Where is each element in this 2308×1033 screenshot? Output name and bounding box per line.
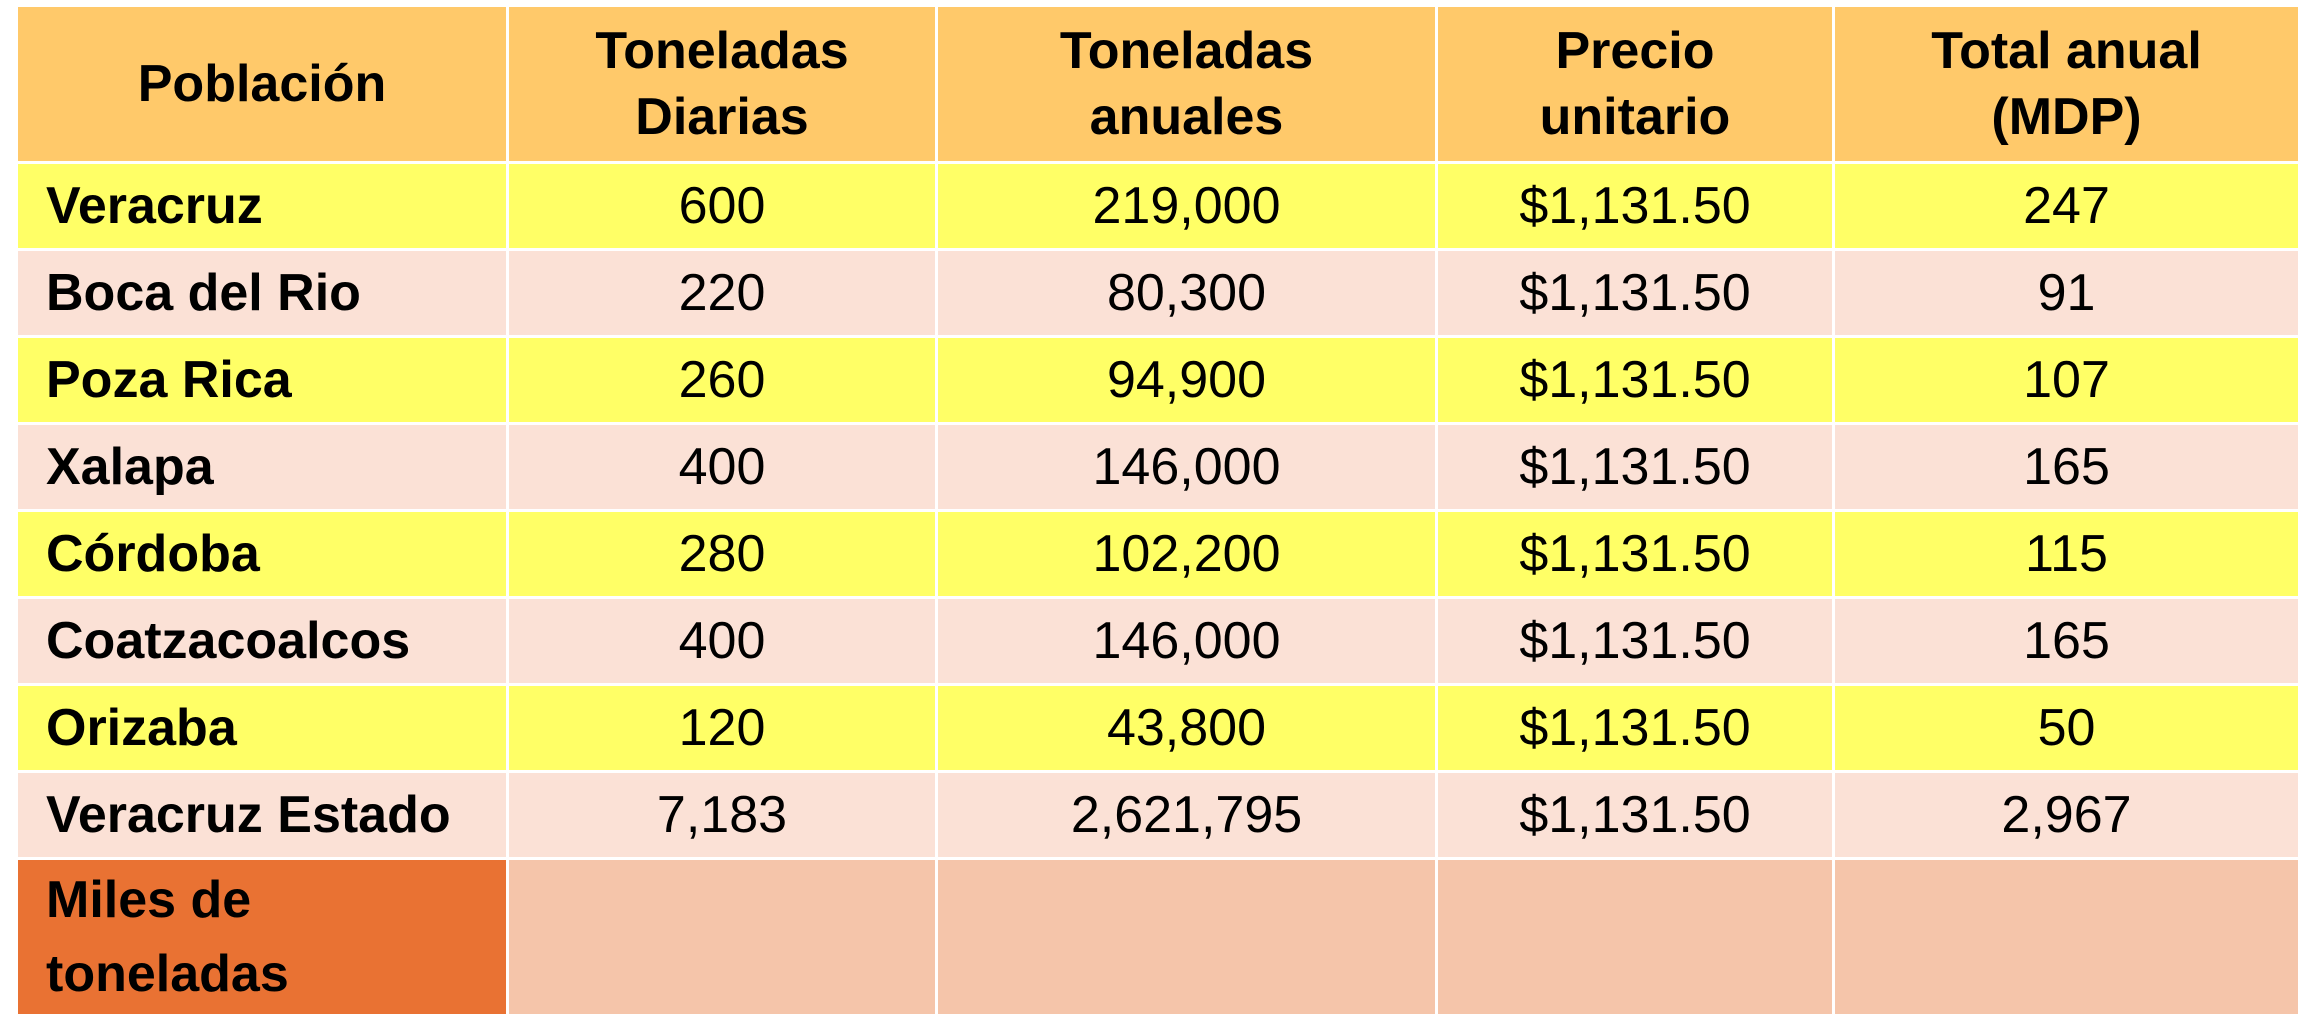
header-line: Total anual: [1931, 22, 2202, 80]
cell-total-anual: 91: [1832, 248, 2301, 338]
header-line: (MDP): [1991, 88, 2142, 146]
cell-total-anual: 165: [1832, 422, 2301, 512]
tonnage-table: Población Toneladas Diarias Toneladas anuale…: [15, 4, 2301, 1017]
header-line: Población: [137, 55, 387, 113]
cell-total-anual: 165: [1832, 596, 2301, 686]
table-row: Boca del Rio 220 80,300 $1,131.50 91: [15, 248, 2301, 338]
cell-poblacion: Coatzacoalcos: [15, 596, 509, 686]
cell-poblacion: Orizaba: [15, 683, 509, 773]
cell-toneladas-diarias: 260: [506, 335, 938, 425]
cell-toneladas-anuales: 43,800: [935, 683, 1438, 773]
footer-empty-cell: [1435, 857, 1835, 1017]
cell-total-anual: 247: [1832, 161, 2301, 251]
cell-precio-unitario: $1,131.50: [1435, 335, 1835, 425]
table-row: Orizaba 120 43,800 $1,131.50 50: [15, 683, 2301, 773]
cell-precio-unitario: $1,131.50: [1435, 248, 1835, 338]
footer-empty-cell: [1832, 857, 2301, 1017]
header-line: unitario: [1539, 88, 1731, 146]
header-line: Toneladas: [1059, 22, 1314, 80]
footer-empty-cell: [506, 857, 938, 1017]
footer-label-miles-de-toneladas: Miles de toneladas: [15, 857, 509, 1017]
cell-precio-unitario: $1,131.50: [1435, 770, 1835, 860]
cell-poblacion: Córdoba: [15, 509, 509, 599]
cell-toneladas-diarias: 400: [506, 596, 938, 686]
cell-toneladas-diarias: 400: [506, 422, 938, 512]
cell-total-anual: 107: [1832, 335, 2301, 425]
cell-toneladas-diarias: 280: [506, 509, 938, 599]
cell-toneladas-anuales: 2,621,795: [935, 770, 1438, 860]
cell-toneladas-diarias: 7,183: [506, 770, 938, 860]
footer-label-line: toneladas: [46, 945, 289, 1003]
table-row: Veracruz Estado 7,183 2,621,795 $1,131.50 2,…: [15, 770, 2301, 860]
cell-precio-unitario: $1,131.50: [1435, 683, 1835, 773]
cell-toneladas-anuales: 146,000: [935, 422, 1438, 512]
footer-empty-cell: [935, 857, 1438, 1017]
cell-total-anual: 115: [1832, 509, 2301, 599]
cell-poblacion: Poza Rica: [15, 335, 509, 425]
cell-precio-unitario: $1,131.50: [1435, 161, 1835, 251]
cell-toneladas-anuales: 146,000: [935, 596, 1438, 686]
cell-toneladas-anuales: 219,000: [935, 161, 1438, 251]
header-row: Población Toneladas Diarias Toneladas anuale…: [15, 4, 2301, 164]
table-row: Córdoba 280 102,200 $1,131.50 115: [15, 509, 2301, 599]
header-line: Toneladas: [595, 22, 849, 80]
cell-total-anual: 2,967: [1832, 770, 2301, 860]
header-toneladas-diarias: Toneladas Diarias: [506, 4, 938, 164]
cell-poblacion: Veracruz Estado: [15, 770, 509, 860]
cell-poblacion: Veracruz: [15, 161, 509, 251]
cell-toneladas-diarias: 600: [506, 161, 938, 251]
table-row: Coatzacoalcos 400 146,000 $1,131.50 165: [15, 596, 2301, 686]
cell-toneladas-diarias: 220: [506, 248, 938, 338]
cell-toneladas-anuales: 94,900: [935, 335, 1438, 425]
cell-poblacion: Boca del Rio: [15, 248, 509, 338]
cell-total-anual: 50: [1832, 683, 2301, 773]
cell-toneladas-anuales: 80,300: [935, 248, 1438, 338]
footer-label-line: Miles de: [46, 871, 252, 929]
header-poblacion: Población: [15, 4, 509, 164]
header-toneladas-anuales: Toneladas anuales: [935, 4, 1438, 164]
cell-precio-unitario: $1,131.50: [1435, 596, 1835, 686]
table-row: Xalapa 400 146,000 $1,131.50 165: [15, 422, 2301, 512]
cell-toneladas-diarias: 120: [506, 683, 938, 773]
cell-poblacion: Xalapa: [15, 422, 509, 512]
table-row: Veracruz 600 219,000 $1,131.50 247: [15, 161, 2301, 251]
cell-precio-unitario: $1,131.50: [1435, 509, 1835, 599]
header-total-anual: Total anual (MDP): [1832, 4, 2301, 164]
header-precio-unitario: Precio unitario: [1435, 4, 1835, 164]
cell-precio-unitario: $1,131.50: [1435, 422, 1835, 512]
header-line: Diarias: [635, 88, 809, 146]
footer-row: Miles de toneladas: [15, 857, 2301, 1017]
header-line: Precio: [1555, 22, 1715, 80]
table-row: Poza Rica 260 94,900 $1,131.50 107: [15, 335, 2301, 425]
header-line: anuales: [1089, 88, 1284, 146]
cell-toneladas-anuales: 102,200: [935, 509, 1438, 599]
